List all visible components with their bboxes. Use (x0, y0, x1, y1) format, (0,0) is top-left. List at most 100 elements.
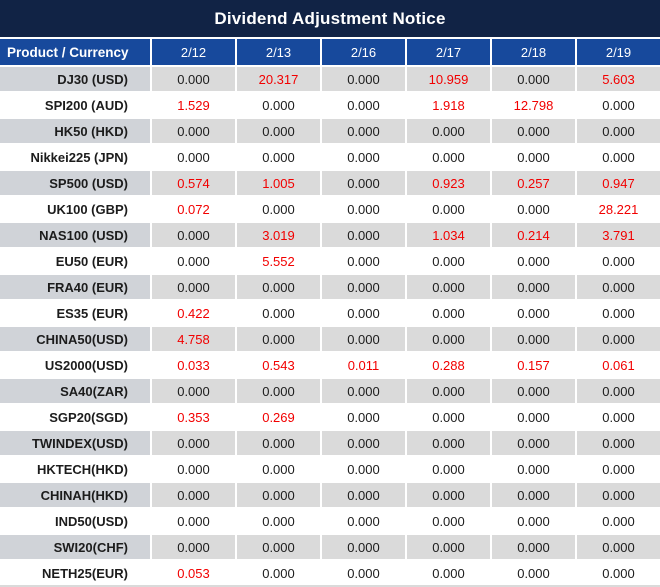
dividend-value: 0.000 (575, 379, 660, 403)
dividend-value: 0.000 (320, 171, 405, 195)
dividend-value: 0.000 (150, 431, 235, 455)
table-row: SWI20(CHF) 0.000 0.000 0.000 0.000 0.000 0.000 (0, 535, 660, 561)
dividend-value: 0.000 (320, 275, 405, 299)
dividend-value: 3.019 (235, 223, 320, 247)
dividend-value: 0.000 (320, 379, 405, 403)
dividend-value: 0.000 (150, 119, 235, 143)
dividend-value: 0.000 (320, 145, 405, 169)
dividend-value: 0.000 (490, 509, 575, 533)
dividend-value: 0.574 (150, 171, 235, 195)
dividend-value: 0.422 (150, 301, 235, 325)
product-label: DJ30 (USD) (0, 67, 150, 91)
dividend-value: 0.072 (150, 197, 235, 221)
dividend-value: 0.000 (490, 431, 575, 455)
dividend-value: 0.000 (235, 93, 320, 117)
column-header-date-2-19: 2/19 (575, 39, 660, 65)
dividend-value: 0.000 (575, 431, 660, 455)
dividend-value: 3.791 (575, 223, 660, 247)
dividend-value: 0.000 (235, 379, 320, 403)
dividend-value: 0.000 (575, 561, 660, 585)
dividend-value: 0.000 (235, 535, 320, 559)
dividend-value: 0.000 (490, 197, 575, 221)
product-label: UK100 (GBP) (47, 201, 128, 217)
dividend-value: 0.000 (490, 249, 575, 273)
product-label: ES35 (EUR) (56, 305, 128, 321)
dividend-value: 0.288 (405, 353, 490, 377)
dividend-value: 0.000 (575, 119, 660, 143)
table-row: SPI200 (AUD) 1.529 0.000 0.000 1.918 12.798 0.… (0, 93, 660, 119)
dividend-value: 0.000 (490, 145, 575, 169)
table-row: IND50(USD) 0.000 0.000 0.000 0.000 0.000 0.000 (0, 509, 660, 535)
table-row: TWINDEX(USD) 0.000 0.000 0.000 0.000 0.000 0.0… (0, 431, 660, 457)
dividend-value: 0.269 (235, 405, 320, 429)
dividend-value: 0.000 (405, 301, 490, 325)
dividend-value: 0.000 (235, 561, 320, 585)
product-label: CHINA50(USD) (0, 327, 150, 351)
table-row: DJ30 (USD) 0.000 20.317 0.000 10.959 0.000 5.6… (0, 67, 660, 93)
dividend-value: 1.529 (150, 93, 235, 117)
product-label: SP500 (USD) (0, 171, 150, 195)
dividend-value: 0.000 (320, 327, 405, 351)
product-label: SWI20(CHF) (0, 535, 150, 559)
dividend-value: 0.000 (150, 509, 235, 533)
dividend-value: 0.000 (490, 327, 575, 351)
column-header-date-2-12: 2/12 (150, 39, 235, 65)
dividend-value: 0.000 (405, 483, 490, 507)
table-row: US2000(USD) 0.033 0.543 0.011 0.288 0.157 0.06… (0, 353, 660, 379)
table-row: HK50 (HKD) 0.000 0.000 0.000 0.000 0.000 0.000 (0, 119, 660, 145)
dividend-value: 0.000 (150, 457, 235, 481)
dividend-value: 0.000 (575, 483, 660, 507)
dividend-value: 0.000 (320, 93, 405, 117)
dividend-value: 0.000 (575, 93, 660, 117)
dividend-value: 0.000 (405, 197, 490, 221)
column-header-date-2-18: 2/18 (490, 39, 575, 65)
column-header-product-currency: Product / Currency (7, 44, 129, 60)
dividend-value: 1.034 (405, 223, 490, 247)
table-header-row: Product / Currency 2/12 2/13 2/16 2/17 2/18 2… (0, 37, 660, 67)
dividend-value: 5.603 (575, 67, 660, 91)
dividend-value: 0.000 (235, 145, 320, 169)
dividend-value: 0.000 (320, 249, 405, 273)
table-row: UK100 (GBP) 0.072 0.000 0.000 0.000 0.000 28.2… (0, 197, 660, 223)
dividend-value: 10.959 (405, 67, 490, 91)
dividend-value: 0.000 (235, 431, 320, 455)
dividend-value: 0.033 (150, 353, 235, 377)
table-row: SP500 (USD) 0.574 1.005 0.000 0.923 0.257 0.94… (0, 171, 660, 197)
table-row: NAS100 (USD) 0.000 3.019 0.000 1.034 0.214 3.7… (0, 223, 660, 249)
dividend-value: 0.000 (320, 197, 405, 221)
dividend-value: 0.000 (575, 405, 660, 429)
product-label: Nikkei225 (JPN) (30, 149, 128, 165)
dividend-value: 0.061 (575, 353, 660, 377)
column-header-date-2-16: 2/16 (320, 39, 405, 65)
dividend-value: 0.000 (405, 405, 490, 429)
dividend-value: 0.000 (320, 483, 405, 507)
dividend-value: 0.353 (150, 405, 235, 429)
dividend-value: 0.000 (405, 561, 490, 585)
dividend-value: 0.543 (235, 353, 320, 377)
column-header-date-2-13: 2/13 (235, 39, 320, 65)
dividend-value: 0.923 (405, 171, 490, 195)
dividend-value: 0.000 (150, 223, 235, 247)
dividend-value: 0.000 (575, 249, 660, 273)
product-label: IND50(USD) (55, 513, 128, 529)
dividend-value: 0.000 (320, 431, 405, 455)
dividend-value: 0.000 (405, 275, 490, 299)
table-body: DJ30 (USD) 0.000 20.317 0.000 10.959 0.000 5.6… (0, 67, 660, 587)
dividend-value: 0.000 (575, 457, 660, 481)
dividend-value: 0.000 (575, 275, 660, 299)
table-row: CHINA50(USD) 4.758 0.000 0.000 0.000 0.000 0.0… (0, 327, 660, 353)
dividend-value: 0.000 (150, 275, 235, 299)
dividend-value: 0.000 (575, 535, 660, 559)
product-label: FRA40 (EUR) (0, 275, 150, 299)
dividend-value: 0.000 (490, 301, 575, 325)
dividend-value: 0.000 (405, 145, 490, 169)
dividend-value: 0.000 (490, 275, 575, 299)
dividend-value: 0.000 (320, 405, 405, 429)
dividend-value: 0.000 (405, 249, 490, 273)
dividend-value: 0.000 (405, 457, 490, 481)
table-row: ES35 (EUR) 0.422 0.000 0.000 0.000 0.000 0.000 (0, 301, 660, 327)
table-row: FRA40 (EUR) 0.000 0.000 0.000 0.000 0.000 0.00… (0, 275, 660, 301)
dividend-value: 0.000 (405, 535, 490, 559)
dividend-value: 0.000 (320, 535, 405, 559)
dividend-value: 0.000 (490, 483, 575, 507)
